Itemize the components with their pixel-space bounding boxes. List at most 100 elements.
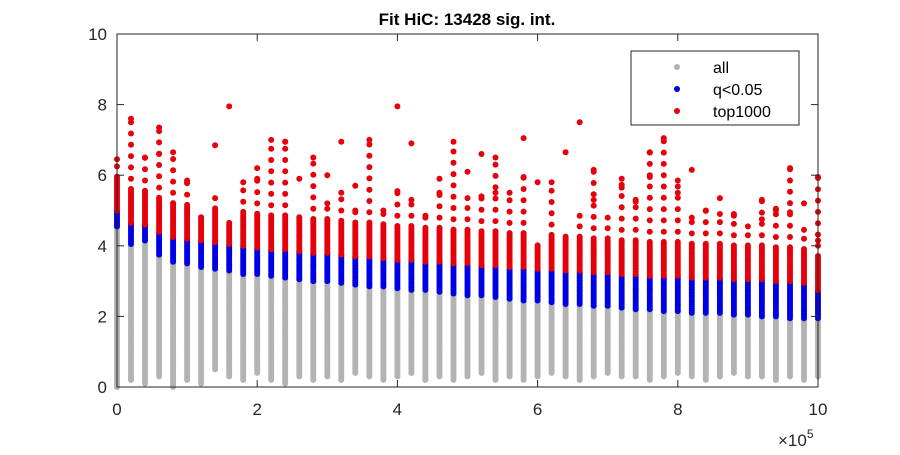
point-top1000 — [268, 212, 275, 219]
legend-box — [630, 50, 800, 126]
point-top1000 — [450, 205, 457, 211]
point-top1000 — [352, 219, 359, 226]
point-top1000 — [450, 182, 457, 189]
point-top1000 — [338, 189, 345, 196]
point-top1000 — [632, 215, 639, 222]
point-top1000 — [632, 198, 639, 205]
point-top1000 — [688, 240, 695, 247]
point-top1000 — [282, 168, 289, 175]
point-top1000 — [646, 149, 653, 156]
point-top1000 — [170, 156, 177, 162]
point-top1000 — [156, 194, 163, 201]
point-top1000 — [492, 154, 499, 161]
point-top1000 — [142, 154, 148, 161]
point-top1000 — [646, 228, 653, 235]
point-top1000 — [730, 211, 737, 217]
point-top1000 — [436, 189, 443, 196]
point-top1000 — [254, 189, 261, 196]
point-top1000 — [632, 237, 639, 244]
point-top1000 — [478, 193, 485, 200]
point-top1000 — [184, 191, 191, 198]
point-top1000 — [758, 242, 765, 249]
point-top1000 — [716, 195, 723, 202]
point-top1000 — [478, 206, 485, 213]
legend-label-top1000: top1000 — [713, 104, 771, 121]
point-top1000 — [660, 183, 667, 190]
point-top1000 — [408, 223, 415, 229]
point-top1000 — [422, 212, 429, 219]
point-top1000 — [310, 160, 317, 167]
y-tick-label: 6 — [98, 166, 107, 185]
point-top1000 — [758, 196, 765, 203]
y-tick-label: 2 — [98, 307, 107, 326]
point-top1000 — [450, 193, 457, 200]
point-top1000 — [660, 238, 667, 245]
point-top1000 — [282, 212, 289, 219]
point-top1000 — [170, 200, 177, 207]
point-top1000 — [492, 161, 499, 168]
point-top1000 — [324, 172, 331, 179]
point-top1000 — [170, 167, 177, 174]
point-top1000 — [688, 166, 695, 173]
point-top1000 — [604, 225, 611, 232]
point-top1000 — [212, 142, 219, 149]
point-top1000 — [464, 216, 471, 223]
point-top1000 — [702, 219, 709, 226]
x-tick-label: 2 — [252, 400, 261, 419]
point-top1000 — [436, 203, 443, 210]
point-top1000 — [450, 159, 457, 166]
point-top1000 — [282, 202, 289, 209]
point-top1000 — [787, 200, 793, 207]
point-top1000 — [450, 226, 457, 233]
point-top1000 — [562, 233, 569, 240]
x-tick-label: 8 — [673, 400, 682, 419]
point-top1000 — [674, 228, 681, 235]
point-top1000 — [787, 234, 793, 240]
point-top1000 — [646, 174, 653, 180]
point-top1000 — [366, 141, 373, 148]
point-top1000 — [730, 220, 737, 227]
point-top1000 — [576, 223, 583, 230]
point-top1000 — [240, 198, 247, 205]
point-top1000 — [506, 189, 513, 196]
point-top1000 — [548, 187, 555, 194]
point-top1000 — [772, 222, 779, 229]
point-top1000 — [548, 179, 555, 186]
point-top1000 — [436, 214, 443, 221]
x-tick-label: 6 — [533, 400, 542, 419]
point-top1000 — [590, 196, 597, 203]
point-top1000 — [646, 206, 653, 213]
point-top1000 — [730, 232, 737, 239]
point-top1000 — [702, 207, 709, 214]
point-top1000 — [268, 136, 275, 143]
point-top1000 — [716, 219, 723, 226]
point-top1000 — [464, 195, 471, 202]
point-top1000 — [618, 175, 625, 182]
point-top1000 — [394, 103, 401, 110]
point-top1000 — [772, 234, 779, 240]
point-top1000 — [254, 175, 261, 182]
point-top1000 — [744, 242, 751, 249]
point-top1000 — [801, 246, 807, 252]
point-top1000 — [758, 209, 765, 216]
point-top1000 — [674, 217, 681, 224]
point-top1000 — [310, 183, 317, 190]
point-top1000 — [787, 244, 793, 251]
point-top1000 — [590, 213, 597, 220]
point-top1000 — [338, 196, 345, 203]
point-top1000 — [660, 172, 667, 179]
point-top1000 — [240, 187, 247, 194]
legend-marker-top1000 — [674, 108, 680, 114]
point-top1000 — [590, 166, 597, 173]
point-top1000 — [674, 194, 681, 201]
point-top1000 — [506, 208, 513, 215]
y-tick-label: 8 — [98, 96, 107, 115]
point-top1000 — [534, 242, 541, 249]
point-top1000 — [787, 222, 793, 229]
point-top1000 — [590, 180, 597, 186]
point-top1000 — [128, 164, 134, 171]
point-top1000 — [520, 230, 527, 237]
point-top1000 — [310, 171, 317, 178]
point-top1000 — [128, 141, 134, 148]
